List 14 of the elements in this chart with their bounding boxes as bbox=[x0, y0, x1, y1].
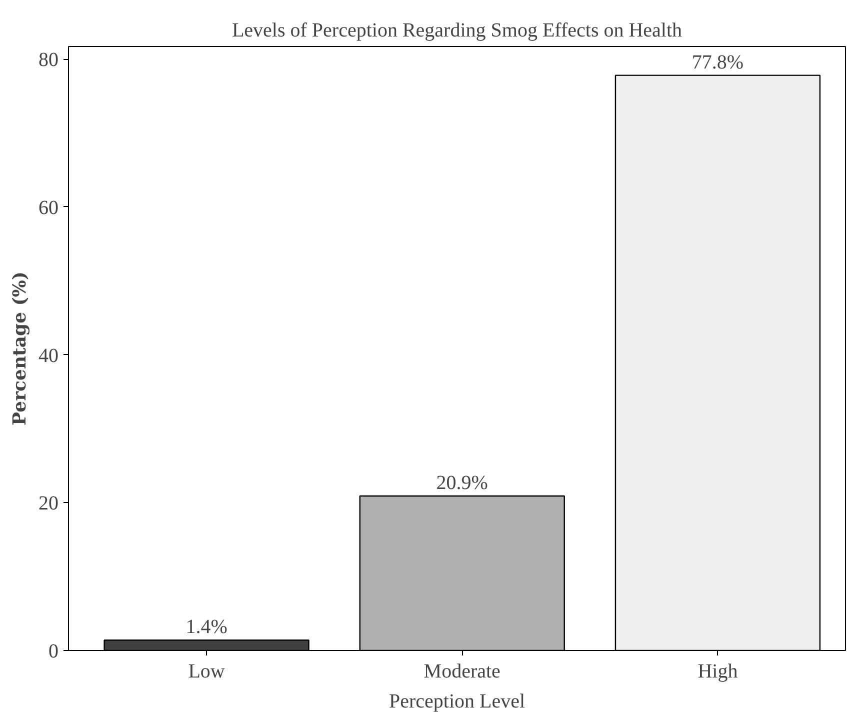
chart-title: Levels of Perception Regarding Smog Effects on Health bbox=[232, 20, 682, 42]
x-tick-label: High bbox=[698, 660, 738, 682]
y-tick-label: 20 bbox=[38, 492, 58, 515]
data-label: 1.4% bbox=[186, 616, 228, 638]
y-tick-label: 80 bbox=[38, 49, 58, 72]
data-label: 20.9% bbox=[436, 472, 488, 494]
data-label: 77.8% bbox=[692, 51, 744, 74]
x-axis-title: Perception Level bbox=[388, 690, 526, 712]
y-tick-label: 60 bbox=[38, 196, 58, 219]
x-tick-label: Low bbox=[188, 660, 226, 682]
y-axis-title: Percentage (%) bbox=[10, 272, 30, 426]
y-tick-label: 40 bbox=[38, 344, 58, 367]
x-tick-label: Moderate bbox=[424, 660, 501, 682]
y-tick-label: 0 bbox=[48, 640, 58, 662]
